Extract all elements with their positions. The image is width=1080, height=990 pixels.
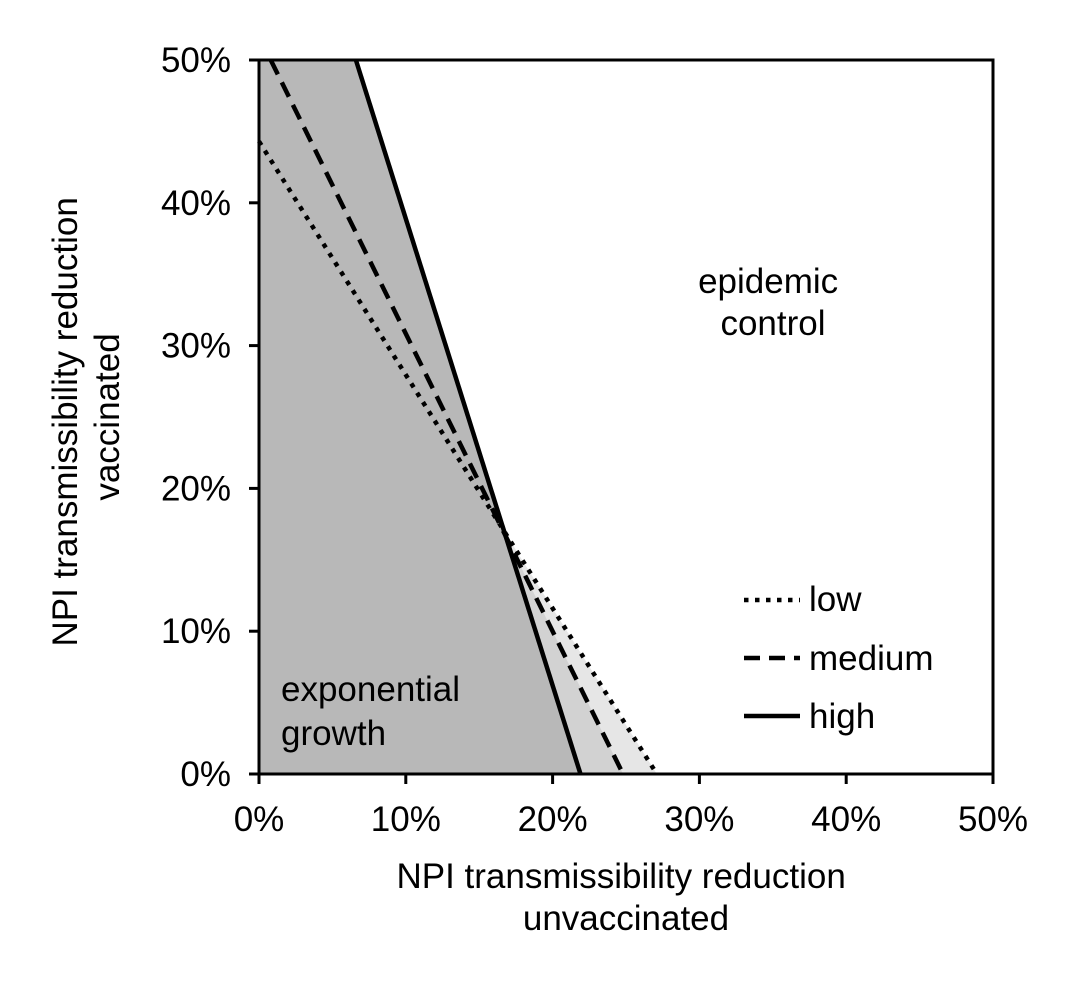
series-line-high xyxy=(353,59,583,775)
x-tick-label-50: 50% xyxy=(958,800,1028,839)
x-axis-label-line2: unvaccinated xyxy=(523,899,729,938)
y-tick-label-30: 30% xyxy=(161,327,231,366)
plot-frame xyxy=(257,58,995,776)
axis-ticks: 0% 10% 20% 30% 40% 50% 0% 10% 20% 30% 40% 50% xyxy=(161,41,1028,839)
annotation-exponential-growth: exponential growth xyxy=(281,670,470,753)
y-tick-label-10: 10% xyxy=(161,612,231,651)
x-axis-label: NPI transmissibility reduction unvaccina… xyxy=(396,857,855,938)
shaded-regions xyxy=(259,60,657,774)
series-lines xyxy=(257,59,659,776)
series-line-medium xyxy=(268,59,626,775)
legend-label-low: low xyxy=(809,580,862,619)
legend-label-medium: medium xyxy=(809,639,933,678)
series-line-low xyxy=(257,140,659,776)
x-tick-label-30: 30% xyxy=(664,800,734,839)
y-axis-label-line2: vaccinated xyxy=(88,333,127,500)
annotation-exponential-growth-line1: exponential xyxy=(281,670,460,709)
x-tick-label-0: 0% xyxy=(234,800,285,839)
annotation-epidemic-control-line2: control xyxy=(720,304,825,343)
x-tick-label-20: 20% xyxy=(518,800,588,839)
y-tick-label-50: 50% xyxy=(161,41,231,80)
region-high xyxy=(259,60,581,774)
y-tick-label-40: 40% xyxy=(161,184,231,223)
y-axis-label-line1: NPI transmissibility reduction xyxy=(46,197,85,646)
y-tick-label-20: 20% xyxy=(161,469,231,508)
x-tick-label-10: 10% xyxy=(371,800,441,839)
y-tick-label-0: 0% xyxy=(180,755,231,794)
x-axis-label-line1: NPI transmissibility reduction xyxy=(396,857,845,896)
legend-label-high: high xyxy=(809,697,875,736)
annotation-epidemic-control: epidemic control xyxy=(698,262,848,343)
annotation-epidemic-control-line1: epidemic xyxy=(698,262,838,301)
annotation-exponential-growth-line2: growth xyxy=(281,714,386,753)
legend: low medium high xyxy=(744,580,933,736)
x-tick-label-40: 40% xyxy=(811,800,881,839)
y-axis-label: NPI transmissibility reduction vaccinate… xyxy=(46,187,127,646)
